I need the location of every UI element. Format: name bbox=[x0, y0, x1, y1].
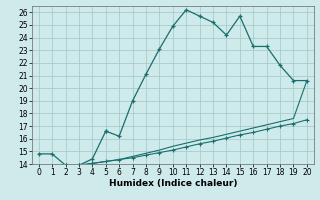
X-axis label: Humidex (Indice chaleur): Humidex (Indice chaleur) bbox=[108, 179, 237, 188]
